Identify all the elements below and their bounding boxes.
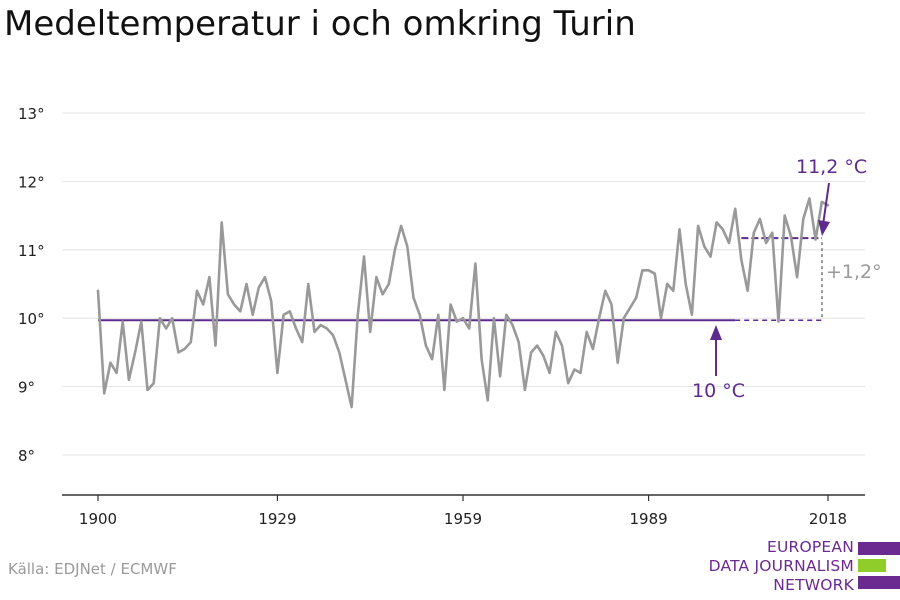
y-tick-label: 8° xyxy=(18,447,35,465)
difference-label: +1,2° xyxy=(826,261,882,283)
plot-area xyxy=(96,197,830,409)
x-tick-label: 1959 xyxy=(444,510,482,528)
y-tick-label: 11° xyxy=(18,242,45,260)
y-tick-label: 9° xyxy=(18,379,35,397)
annotations: 11,2 °C 10 °C +1,2° xyxy=(692,156,882,402)
temperature-series-line xyxy=(96,197,830,409)
x-tick-label: 2018 xyxy=(809,510,847,528)
baseline-label: 10 °C xyxy=(692,380,745,402)
chart-title: Medeltemperatur i och omkring Turin xyxy=(4,4,636,44)
reference-lines xyxy=(98,237,823,322)
baseline-label-arrowhead xyxy=(710,325,722,340)
recent-label-arrow xyxy=(822,182,830,226)
logo-line-3: NETWORK xyxy=(773,576,854,594)
logo-bar-purple-bottom xyxy=(858,576,900,589)
axes: 8° 9° 10° 11° 12° 13° 1900 1929 1959 1989 2018 xyxy=(18,105,865,528)
y-tick-label: 10° xyxy=(18,310,45,328)
edjnet-logo: EUROPEAN DATA JOURNALISM NETWORK xyxy=(708,538,900,596)
logo-bar-green xyxy=(858,559,886,572)
recent-label-arrowhead xyxy=(818,220,830,236)
x-tick-label: 1989 xyxy=(629,510,667,528)
y-tick-label: 12° xyxy=(18,173,45,191)
logo-bar-purple-top xyxy=(858,542,900,555)
y-tick-label: 13° xyxy=(18,105,45,123)
x-tick-label: 1900 xyxy=(79,510,117,528)
recent-average-label: 11,2 °C xyxy=(796,156,867,178)
logo-line-2: DATA JOURNALISM xyxy=(708,557,854,575)
logo-line-1: EUROPEAN xyxy=(766,538,854,556)
x-tick-label: 1929 xyxy=(258,510,296,528)
gridlines xyxy=(62,112,865,456)
source-note: Källa: EDJNet / ECMWF xyxy=(8,560,177,578)
